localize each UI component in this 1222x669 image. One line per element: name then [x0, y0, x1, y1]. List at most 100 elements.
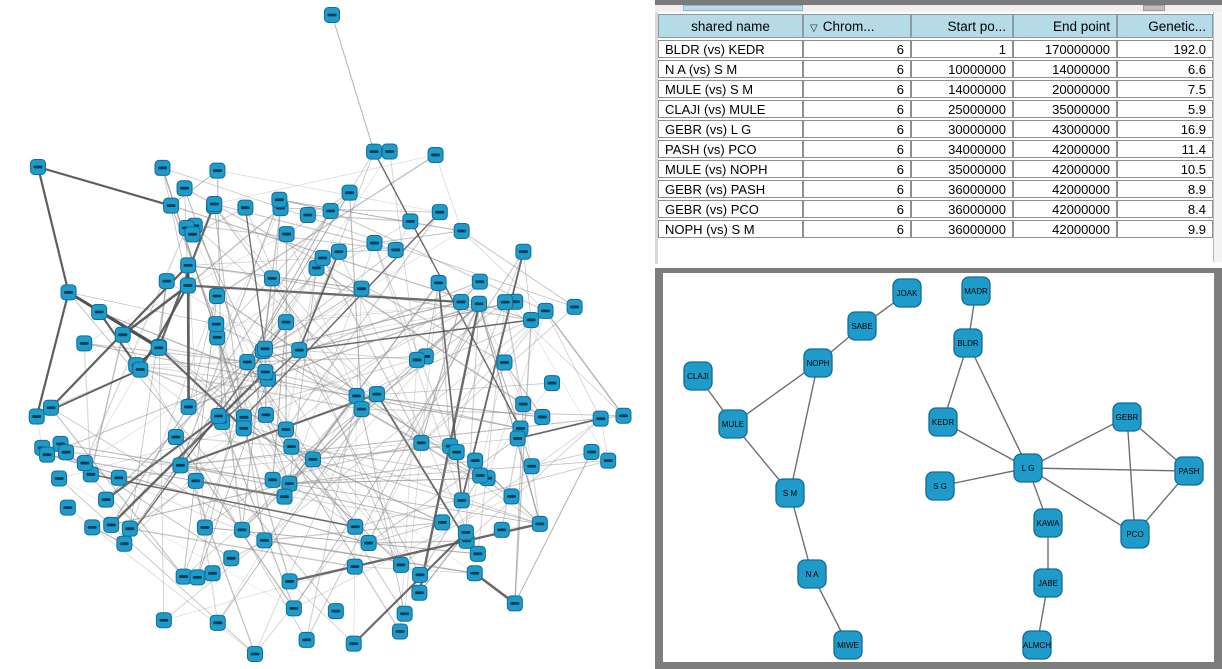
cell-value[interactable]: 36000000	[911, 200, 1013, 218]
network-node[interactable]	[531, 515, 548, 532]
network-node[interactable]	[368, 386, 385, 403]
network-node[interactable]	[283, 438, 300, 455]
cell-value[interactable]: 6	[803, 120, 911, 138]
cell-value[interactable]: 42000000	[1013, 160, 1117, 178]
cell-shared-name[interactable]: GEBR (vs) L G	[658, 120, 803, 138]
cell-value[interactable]: 36000000	[911, 220, 1013, 238]
cell-value[interactable]: 25000000	[911, 100, 1013, 118]
network-node[interactable]	[116, 535, 133, 552]
network-node-BLDR[interactable]: BLDR	[953, 328, 983, 358]
table-row[interactable]: BLDR (vs) KEDR 6 1 170000000 192.0	[658, 40, 1213, 58]
table-row[interactable]: N A (vs) S M 6 10000000 14000000 6.6	[658, 60, 1213, 78]
network-node[interactable]	[534, 408, 551, 425]
column-header-end-point[interactable]: End point	[1013, 14, 1117, 38]
network-node[interactable]	[412, 566, 429, 583]
network-node[interactable]	[515, 396, 532, 413]
column-header-genetic-[interactable]: Genetic...	[1117, 14, 1213, 38]
cell-shared-name[interactable]: CLAJI (vs) MULE	[658, 100, 803, 118]
table-row[interactable]: GEBR (vs) PCO 6 36000000 42000000 8.4	[658, 200, 1213, 218]
cell-value[interactable]: 10000000	[911, 60, 1013, 78]
network-node[interactable]	[234, 521, 251, 538]
cell-shared-name[interactable]: GEBR (vs) PCO	[658, 200, 803, 218]
cell-shared-name[interactable]: MULE (vs) NOPH	[658, 160, 803, 178]
network-node[interactable]	[411, 584, 428, 601]
cell-value[interactable]: 10.5	[1117, 160, 1213, 178]
network-node[interactable]	[457, 524, 474, 541]
network-node-KAWA[interactable]: KAWA	[1033, 508, 1063, 538]
network-node[interactable]	[506, 595, 523, 612]
cell-value[interactable]: 34000000	[911, 140, 1013, 158]
network-node[interactable]	[496, 354, 513, 371]
cell-value[interactable]: 42000000	[1013, 220, 1117, 238]
network-node[interactable]	[76, 335, 93, 352]
network-node-KEDR[interactable]: KEDR	[928, 407, 958, 437]
network-node[interactable]	[155, 612, 172, 629]
cell-value[interactable]: 5.9	[1117, 100, 1213, 118]
network-node[interactable]	[566, 298, 583, 315]
table-row[interactable]: GEBR (vs) PASH 6 36000000 42000000 8.9	[658, 180, 1213, 198]
column-header-chrom-[interactable]: ▽ Chrom...	[803, 14, 911, 38]
cell-value[interactable]: 192.0	[1117, 40, 1213, 58]
cell-value[interactable]: 43000000	[1013, 120, 1117, 138]
network-node-SG[interactable]: S G	[925, 471, 955, 501]
cell-value[interactable]: 6	[803, 60, 911, 78]
table-row[interactable]: PASH (vs) PCO 6 34000000 42000000 11.4	[658, 140, 1213, 158]
network-node-NA[interactable]: N A	[797, 559, 827, 589]
cell-shared-name[interactable]: GEBR (vs) PASH	[658, 180, 803, 198]
network-node[interactable]	[396, 605, 413, 622]
cell-value[interactable]: 14000000	[911, 80, 1013, 98]
network-node[interactable]	[110, 469, 127, 486]
network-node[interactable]	[84, 519, 101, 536]
network-node[interactable]	[515, 243, 532, 260]
network-node[interactable]	[264, 471, 281, 488]
network-node[interactable]	[347, 518, 364, 535]
cell-shared-name[interactable]: NOPH (vs) S M	[658, 220, 803, 238]
network-node[interactable]	[427, 146, 444, 163]
cell-value[interactable]: 11.4	[1117, 140, 1213, 158]
network-node[interactable]	[360, 535, 377, 552]
network-node-SM[interactable]: S M	[775, 478, 805, 508]
network-node-PASH[interactable]: PASH	[1174, 456, 1204, 486]
network-node[interactable]	[76, 455, 93, 472]
network-node[interactable]	[299, 207, 316, 224]
network-node[interactable]	[196, 519, 213, 536]
network-node[interactable]	[285, 600, 302, 617]
network-node[interactable]	[59, 499, 76, 516]
cell-value[interactable]: 42000000	[1013, 180, 1117, 198]
network-node[interactable]	[158, 273, 175, 290]
cell-value[interactable]: 1	[911, 40, 1013, 58]
cell-value[interactable]: 6	[803, 220, 911, 238]
dense-network-canvas[interactable]	[0, 0, 655, 669]
network-node[interactable]	[278, 314, 295, 331]
cell-value[interactable]: 6	[803, 40, 911, 58]
table-vertical-scrollbar[interactable]	[1213, 12, 1222, 262]
network-node[interactable]	[28, 408, 45, 425]
network-node[interactable]	[471, 295, 488, 312]
network-node-LG[interactable]: L G	[1013, 453, 1043, 483]
cell-value[interactable]: 6	[803, 180, 911, 198]
network-node[interactable]	[402, 213, 419, 230]
network-node[interactable]	[381, 143, 398, 160]
cell-value[interactable]: 170000000	[1013, 40, 1117, 58]
network-node[interactable]	[58, 444, 75, 461]
network-node[interactable]	[257, 364, 274, 381]
cell-value[interactable]: 6.6	[1117, 60, 1213, 78]
network-node[interactable]	[430, 274, 447, 291]
network-node[interactable]	[348, 387, 365, 404]
network-node[interactable]	[209, 614, 226, 631]
network-node[interactable]	[537, 302, 554, 319]
network-node[interactable]	[132, 361, 149, 378]
network-node[interactable]	[264, 270, 281, 287]
network-node[interactable]	[179, 277, 196, 294]
cell-value[interactable]: 6	[803, 100, 911, 118]
network-node[interactable]	[466, 565, 483, 582]
network-node[interactable]	[39, 446, 56, 463]
network-node[interactable]	[353, 401, 370, 418]
network-node[interactable]	[469, 545, 486, 562]
network-node[interactable]	[583, 444, 600, 461]
table-row[interactable]: CLAJI (vs) MULE 6 25000000 35000000 5.9	[658, 100, 1213, 118]
network-edge-NOPH-SM[interactable]	[789, 362, 819, 494]
cell-value[interactable]: 7.5	[1117, 80, 1213, 98]
network-node[interactable]	[523, 311, 540, 328]
network-node[interactable]	[246, 646, 263, 662]
